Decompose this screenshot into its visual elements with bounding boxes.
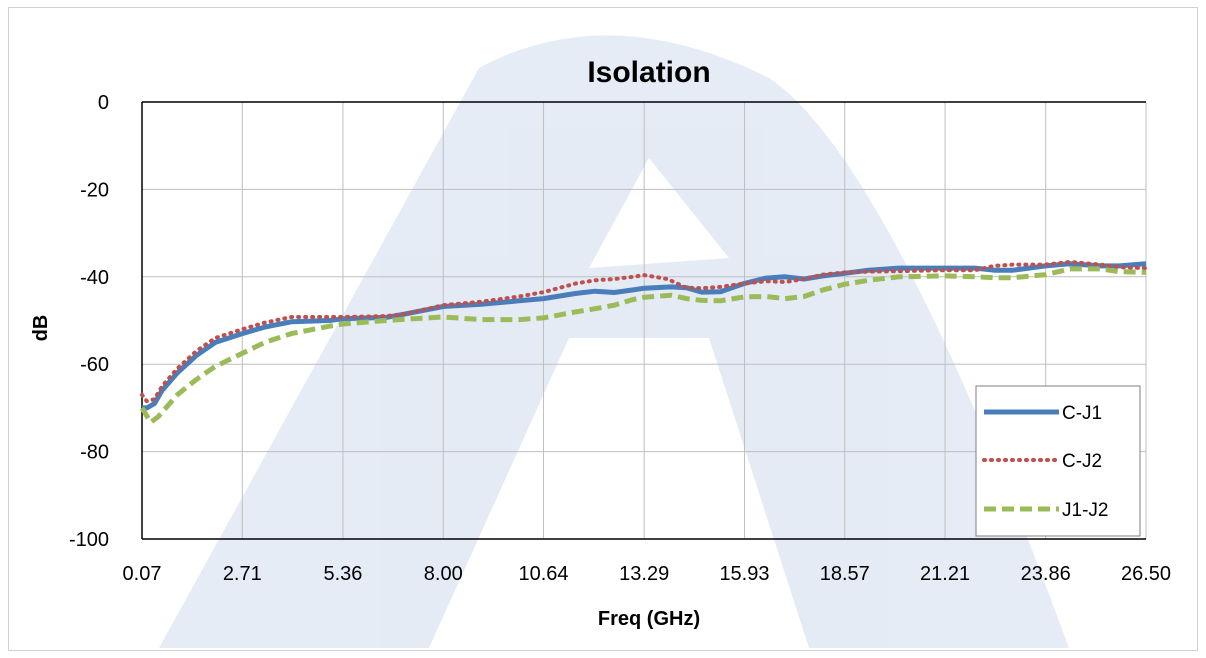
x-tick-label: 2.71	[223, 563, 262, 585]
x-tick-label: 21.21	[920, 563, 970, 585]
series-lines	[139, 259, 1148, 425]
axes: 0.07 2.71 5.36 8.00 10.64 13.29 15.93 18.57 21.2…	[69, 92, 1171, 585]
y-tick-label: -40	[80, 267, 109, 289]
legend: C-J1 C-J2 J1-J2	[975, 385, 1141, 537]
y-tick-label: -60	[80, 354, 109, 376]
legend-label-c-j2: C-J2	[1062, 451, 1102, 472]
isolation-chart: 0.07 2.71 5.36 8.00 10.64 13.29 15.93 18.57 21.2…	[30, 35, 1171, 649]
series-line-j1-j2	[139, 266, 1147, 425]
y-tick-label: -100	[69, 529, 109, 551]
chart-frame: 0.07 2.71 5.36 8.00 10.64 13.29 15.93 18.57 21.2…	[8, 7, 1198, 651]
x-tick-label: 5.36	[323, 563, 362, 585]
series-line-c-j2	[140, 259, 1148, 404]
x-tick-label: 13.29	[619, 563, 669, 585]
y-tick-label: -80	[80, 442, 109, 464]
x-tick-label: 0.07	[123, 563, 162, 585]
y-tick-label: 0	[98, 92, 109, 114]
series-line-c-j1	[142, 261, 1147, 411]
x-tick-label: 26.50	[1121, 563, 1171, 585]
x-tick-label: 15.93	[719, 563, 769, 585]
y-axis-title: dB	[30, 315, 52, 342]
chart-title: Isolation	[587, 56, 710, 89]
x-tick-label: 23.86	[1021, 563, 1071, 585]
legend-label-j1-j2: J1-J2	[1062, 500, 1108, 521]
watermark-logo	[159, 35, 1069, 649]
legend-label-c-j1: C-J1	[1062, 403, 1102, 424]
x-tick-label: 10.64	[518, 563, 568, 585]
x-tick-label: 8.00	[424, 563, 463, 585]
x-tick-label: 18.57	[820, 563, 870, 585]
x-axis-title: Freq (GHz)	[598, 608, 700, 630]
y-tick-label: -20	[80, 179, 109, 201]
